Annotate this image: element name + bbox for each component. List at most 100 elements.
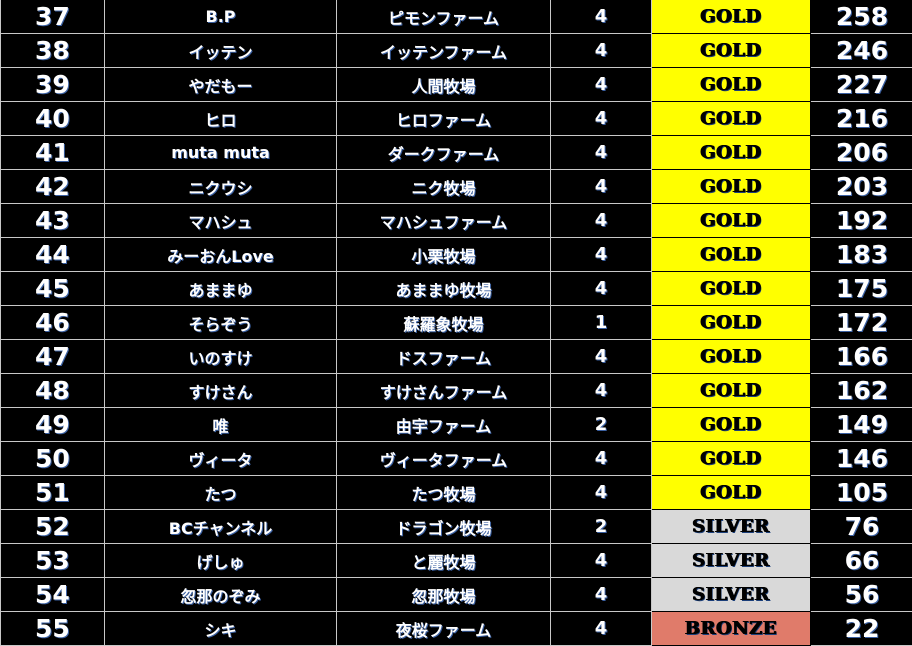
rank-cell: 41 [1,136,105,170]
count-cell: 4 [551,238,652,272]
rank-cell: 46 [1,306,105,340]
rank-cell: 42 [1,170,105,204]
count-cell: 4 [551,0,652,34]
tier-badge: GOLD [652,68,811,102]
player-name-cell: ニクウシ [105,170,337,204]
tier-badge: GOLD [652,102,811,136]
rank-cell: 48 [1,374,105,408]
player-name-cell: muta muta [105,136,337,170]
farm-name-cell: あままゆ牧場 [337,272,551,306]
player-name-cell: いのすけ [105,340,337,374]
player-name-cell: 唯 [105,408,337,442]
tier-badge: GOLD [652,272,811,306]
player-name-cell: イッテン [105,34,337,68]
score-cell: 192 [811,204,912,238]
farm-name-cell: マハシュファーム [337,204,551,238]
player-name-cell: シキ [105,612,337,646]
player-name-cell: やだもー [105,68,337,102]
score-cell: 183 [811,238,912,272]
score-cell: 172 [811,306,912,340]
count-cell: 4 [551,442,652,476]
count-cell: 2 [551,510,652,544]
score-cell: 203 [811,170,912,204]
rank-cell: 45 [1,272,105,306]
farm-name-cell: ドスファーム [337,340,551,374]
tier-badge: SILVER [652,544,811,578]
farm-name-cell: ピモンファーム [337,0,551,34]
tier-badge: GOLD [652,204,811,238]
score-cell: 162 [811,374,912,408]
rank-cell: 43 [1,204,105,238]
score-cell: 216 [811,102,912,136]
count-cell: 4 [551,544,652,578]
rank-cell: 51 [1,476,105,510]
tier-badge: GOLD [652,238,811,272]
farm-name-cell: ドラゴン牧場 [337,510,551,544]
rank-cell: 53 [1,544,105,578]
player-name-cell: あままゆ [105,272,337,306]
count-cell: 4 [551,476,652,510]
score-cell: 146 [811,442,912,476]
score-cell: 149 [811,408,912,442]
count-cell: 4 [551,204,652,238]
farm-name-cell: ニク牧場 [337,170,551,204]
rank-cell: 54 [1,578,105,612]
rank-cell: 47 [1,340,105,374]
farm-name-cell: すけさんファーム [337,374,551,408]
count-cell: 1 [551,306,652,340]
farm-name-cell: と麗牧場 [337,544,551,578]
farm-name-cell: ダークファーム [337,136,551,170]
count-cell: 4 [551,374,652,408]
count-cell: 4 [551,68,652,102]
tier-badge: GOLD [652,374,811,408]
player-name-cell: B.P [105,0,337,34]
score-cell: 258 [811,0,912,34]
tier-badge: BRONZE [652,612,811,646]
rank-cell: 52 [1,510,105,544]
farm-name-cell: 夜桜ファーム [337,612,551,646]
player-name-cell: BCチャンネル [105,510,337,544]
player-name-cell: 忽那のぞみ [105,578,337,612]
score-cell: 246 [811,34,912,68]
rank-cell: 37 [1,0,105,34]
farm-name-cell: たつ牧場 [337,476,551,510]
rank-cell: 55 [1,612,105,646]
player-name-cell: すけさん [105,374,337,408]
tier-badge: GOLD [652,34,811,68]
count-cell: 2 [551,408,652,442]
score-cell: 22 [811,612,912,646]
rank-cell: 49 [1,408,105,442]
player-name-cell: ヴィータ [105,442,337,476]
score-cell: 56 [811,578,912,612]
farm-name-cell: 人間牧場 [337,68,551,102]
farm-name-cell: 由宇ファーム [337,408,551,442]
rank-cell: 39 [1,68,105,102]
score-cell: 175 [811,272,912,306]
player-name-cell: ヒロ [105,102,337,136]
score-cell: 105 [811,476,912,510]
rank-cell: 50 [1,442,105,476]
count-cell: 4 [551,34,652,68]
count-cell: 4 [551,612,652,646]
farm-name-cell: イッテンファーム [337,34,551,68]
player-name-cell: マハシュ [105,204,337,238]
count-cell: 4 [551,578,652,612]
player-name-cell: げしゅ [105,544,337,578]
score-cell: 66 [811,544,912,578]
rank-cell: 44 [1,238,105,272]
